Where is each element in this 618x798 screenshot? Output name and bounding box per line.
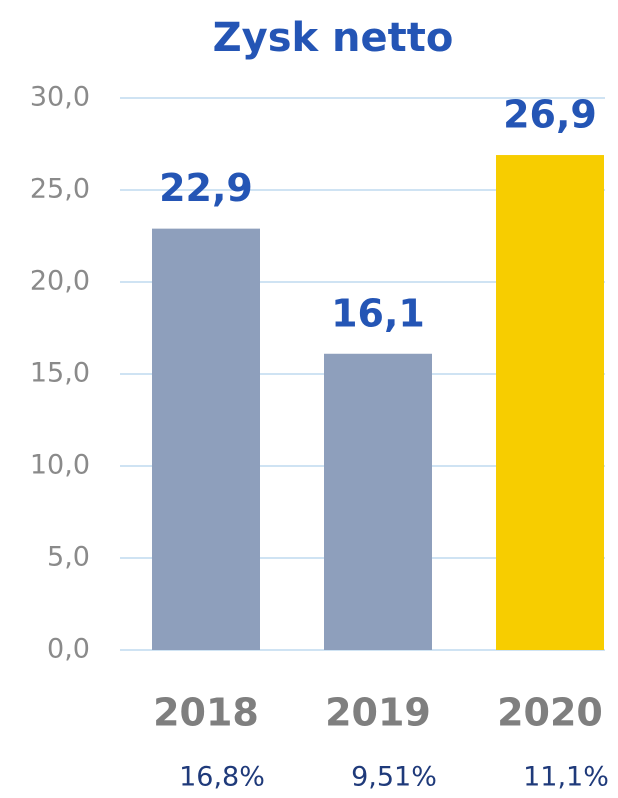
y-tick-label: 25,0 <box>30 174 90 205</box>
y-tick-label: 10,0 <box>30 450 90 481</box>
x-tick-label: 2019 <box>325 691 431 735</box>
y-tick-label: 15,0 <box>30 358 90 389</box>
annotation: 9,51% <box>351 762 437 793</box>
y-tick-label: 20,0 <box>30 266 90 297</box>
y-tick-label: 0,0 <box>47 634 90 665</box>
bar <box>152 228 260 650</box>
chart-title: Zysk netto <box>213 15 454 61</box>
y-tick-label: 5,0 <box>47 542 90 573</box>
x-tick-label: 2018 <box>153 691 259 735</box>
bar <box>324 353 432 650</box>
value-label: 22,9 <box>159 166 253 210</box>
bar <box>496 155 604 651</box>
annotation: 11,1% <box>523 762 609 793</box>
annotation: 16,8% <box>179 762 265 793</box>
value-label: 16,1 <box>331 291 425 335</box>
x-tick-label: 2020 <box>497 691 603 735</box>
y-tick-label: 30,0 <box>30 82 90 113</box>
value-label: 26,9 <box>503 93 597 137</box>
